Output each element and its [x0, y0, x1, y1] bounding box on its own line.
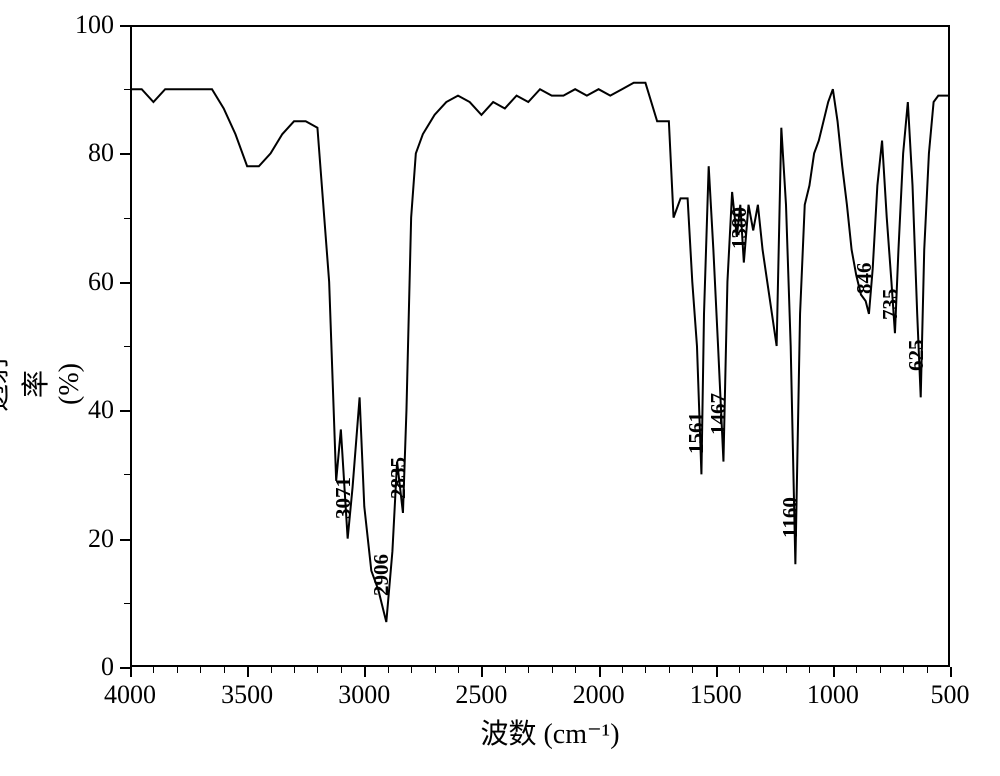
x-minor-tick — [927, 667, 928, 673]
x-tick-label: 4000 — [100, 680, 160, 710]
peak-label: 1380 — [727, 207, 752, 249]
chart-container: 透射率 (%) 波数 (cm⁻¹) 4000 3500 3000 2500 2000 15… — [0, 0, 1000, 776]
y-minor-tick — [124, 603, 130, 604]
peak-label: 625 — [904, 340, 929, 372]
x-minor-tick — [505, 667, 506, 673]
x-tick — [599, 667, 601, 677]
x-minor-tick — [317, 667, 318, 673]
x-minor-tick — [880, 667, 881, 673]
x-minor-tick — [435, 667, 436, 673]
y-tick — [120, 539, 130, 541]
y-tick — [120, 153, 130, 155]
x-minor-tick — [575, 667, 576, 673]
x-minor-tick — [903, 667, 904, 673]
y-tick-label: 100 — [75, 10, 114, 40]
x-minor-tick — [294, 667, 295, 673]
peak-label: 846 — [852, 262, 877, 294]
y-minor-tick — [124, 474, 130, 475]
x-minor-tick — [739, 667, 740, 673]
peak-label: 1160 — [778, 497, 803, 538]
y-tick — [120, 25, 130, 27]
peak-label: 1467 — [706, 393, 731, 435]
x-tick-label: 500 — [920, 680, 980, 710]
x-minor-tick — [786, 667, 787, 673]
peak-label: 735 — [878, 288, 903, 320]
x-minor-tick — [763, 667, 764, 673]
x-minor-tick — [153, 667, 154, 673]
peak-label: 2835 — [386, 457, 411, 499]
x-tick — [130, 667, 132, 677]
x-tick — [481, 667, 483, 677]
x-tick-label: 1500 — [686, 680, 746, 710]
y-minor-tick — [124, 346, 130, 347]
x-tick-label: 2500 — [451, 680, 511, 710]
peak-label: 3071 — [331, 477, 356, 519]
x-minor-tick — [809, 667, 810, 673]
x-tick — [833, 667, 835, 677]
y-tick-label: 0 — [101, 652, 114, 682]
x-minor-tick — [622, 667, 623, 673]
x-tick-label: 3000 — [334, 680, 394, 710]
y-axis-label: 透射率 (%) — [0, 354, 86, 414]
x-minor-tick — [552, 667, 553, 673]
y-minor-tick — [124, 89, 130, 90]
x-minor-tick — [271, 667, 272, 673]
x-minor-tick — [177, 667, 178, 673]
x-tick — [247, 667, 249, 677]
x-minor-tick — [224, 667, 225, 673]
x-axis-label: 波数 (cm⁻¹) — [440, 712, 660, 752]
x-minor-tick — [856, 667, 857, 673]
x-tick — [950, 667, 952, 677]
x-tick — [364, 667, 366, 677]
x-minor-tick — [458, 667, 459, 673]
x-minor-tick — [692, 667, 693, 673]
y-minor-tick — [124, 218, 130, 219]
x-tick-label: 3500 — [217, 680, 277, 710]
x-minor-tick — [411, 667, 412, 673]
y-tick — [120, 410, 130, 412]
x-minor-tick — [645, 667, 646, 673]
y-tick — [120, 667, 130, 669]
x-minor-tick — [341, 667, 342, 673]
spectrum-line — [130, 83, 950, 622]
chart-svg — [0, 0, 1000, 776]
peak-label: 2906 — [369, 554, 394, 596]
x-minor-tick — [388, 667, 389, 673]
y-tick-label: 80 — [88, 138, 114, 168]
y-tick-label: 60 — [88, 267, 114, 297]
x-tick — [716, 667, 718, 677]
x-minor-tick — [200, 667, 201, 673]
x-minor-tick — [669, 667, 670, 673]
y-tick-label: 40 — [88, 395, 114, 425]
y-tick — [120, 282, 130, 284]
x-tick-label: 1000 — [803, 680, 863, 710]
x-tick-label: 2000 — [569, 680, 629, 710]
x-minor-tick — [528, 667, 529, 673]
y-tick-label: 20 — [88, 524, 114, 554]
